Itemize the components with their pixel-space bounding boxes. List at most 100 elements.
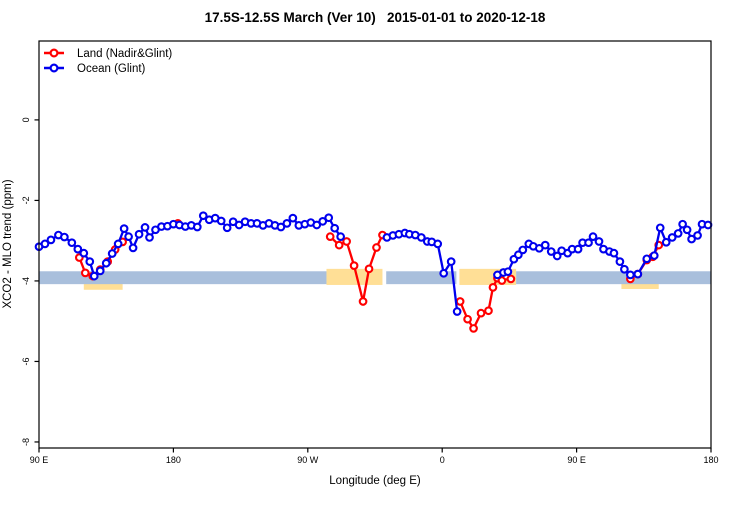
- ocean-series-point: [626, 270, 635, 280]
- ocean-series-point: [642, 254, 652, 264]
- ocean-series-point: [79, 248, 89, 258]
- ocean-series-point: [336, 232, 346, 241]
- ocean-series-point: [124, 232, 133, 241]
- land-series-point: [372, 243, 381, 252]
- legend-land-marker-icon: [49, 48, 59, 58]
- ocean-reference-band: [39, 271, 327, 285]
- ocean-series-point: [673, 229, 683, 238]
- ocean-series-point: [312, 220, 322, 230]
- ocean-series-point: [40, 239, 50, 249]
- ocean-series-point: [439, 268, 449, 278]
- ocean-series-point: [73, 244, 83, 254]
- ocean-series-point: [687, 234, 696, 244]
- plot-box: [38, 40, 712, 449]
- land-series-point: [325, 232, 335, 241]
- y-tick-label: -2: [21, 196, 31, 204]
- ocean-series-point: [113, 239, 123, 249]
- ocean-series-point: [667, 233, 677, 242]
- ocean-reference-band: [386, 271, 457, 285]
- land-series-point: [349, 261, 359, 270]
- land-series-point: [476, 308, 486, 318]
- ocean-series-point: [288, 213, 298, 223]
- ocean-series-point: [655, 223, 665, 233]
- land-series-point: [506, 274, 516, 284]
- y-tick-label: -8: [21, 438, 31, 446]
- land-series-point: [358, 297, 368, 306]
- ocean-series-point: [518, 245, 528, 255]
- ocean-series-point: [101, 258, 111, 268]
- land-series-point: [364, 264, 374, 274]
- ocean-series-point: [95, 266, 105, 276]
- ocean-series-point: [573, 244, 583, 254]
- ocean-series-point: [222, 223, 232, 233]
- ocean-series-point: [85, 257, 95, 266]
- ocean-series-point: [216, 216, 226, 226]
- ocean-reference-band: [516, 271, 711, 285]
- ocean-series-point: [703, 220, 713, 230]
- land-series-point: [469, 324, 478, 333]
- ocean-series-point: [67, 238, 77, 248]
- ocean-series-point: [433, 239, 443, 249]
- ocean-series-point: [540, 240, 550, 250]
- legend: Land (Nadir&Glint) Ocean (Glint): [44, 48, 172, 75]
- ocean-series-point: [128, 243, 138, 253]
- y-axis-title: XCO2 - MLO trend (ppm): [2, 179, 14, 308]
- land-series-point: [463, 314, 472, 324]
- land-series-point: [455, 297, 465, 306]
- ocean-series-point: [452, 307, 462, 316]
- legend-land-label: Land (Nadir&Glint): [77, 48, 172, 60]
- x-tick-label: 180: [703, 455, 718, 465]
- ocean-series-point: [584, 238, 593, 248]
- ocean-series-point: [661, 237, 671, 247]
- y-tick-label: -4: [21, 277, 31, 285]
- ocean-series-point: [609, 248, 619, 258]
- land-series-point: [484, 306, 493, 316]
- ocean-series-point: [276, 222, 286, 232]
- y-tick-label: 0: [21, 117, 31, 122]
- ocean-series-point: [89, 271, 99, 281]
- ocean-series-point: [198, 211, 208, 221]
- ocean-series-point: [503, 267, 513, 277]
- chart-title: 17.5S-12.5S March (Ver 10) 2015-01-01 to…: [205, 10, 546, 25]
- ocean-series-point: [145, 233, 154, 242]
- x-tick-label: 180: [166, 455, 181, 465]
- ocean-series-point: [620, 264, 629, 274]
- ocean-series-point: [693, 231, 702, 240]
- ocean-series-point: [615, 257, 625, 266]
- ocean-series-point: [192, 222, 202, 232]
- ocean-series-point: [594, 237, 604, 246]
- ocean-series-point: [633, 269, 643, 279]
- land-series-point: [80, 268, 90, 278]
- ocean-series-point: [446, 257, 456, 266]
- land-series-point: [342, 237, 351, 246]
- ocean-series-point: [649, 251, 659, 260]
- x-tick-label: 90 E: [567, 455, 586, 465]
- ocean-series-point: [416, 233, 426, 242]
- land-series-point: [488, 283, 498, 292]
- ocean-series-point: [682, 225, 692, 235]
- ocean-series-point: [119, 224, 129, 233]
- legend-ocean-marker-icon: [49, 63, 59, 73]
- ocean-series-point: [552, 251, 562, 261]
- plot-area: 90 E 180 90 W 0 90 E 180 0 -2 -4 -6 -8: [21, 40, 719, 465]
- ocean-series-point: [318, 217, 328, 226]
- legend-ocean-label: Ocean (Glint): [77, 63, 146, 75]
- x-tick-label: 90 W: [297, 455, 319, 465]
- ocean-series-point: [282, 219, 292, 228]
- ocean-series-point: [324, 213, 334, 223]
- ocean-series-point: [140, 223, 150, 232]
- ocean-series-point: [588, 232, 598, 241]
- ocean-series-point: [546, 247, 556, 256]
- ocean-series-point: [60, 232, 69, 242]
- ocean-series-point: [330, 223, 340, 233]
- x-tick-label: 90 E: [30, 455, 49, 465]
- land-series-point: [334, 240, 344, 250]
- x-axis-title: Longitude (deg E): [329, 475, 421, 487]
- ocean-series-point: [134, 229, 144, 239]
- ocean-series-point: [107, 249, 117, 258]
- x-tick-label: 0: [440, 455, 445, 465]
- y-tick-label: -6: [21, 357, 31, 365]
- ocean-series-point: [46, 235, 56, 245]
